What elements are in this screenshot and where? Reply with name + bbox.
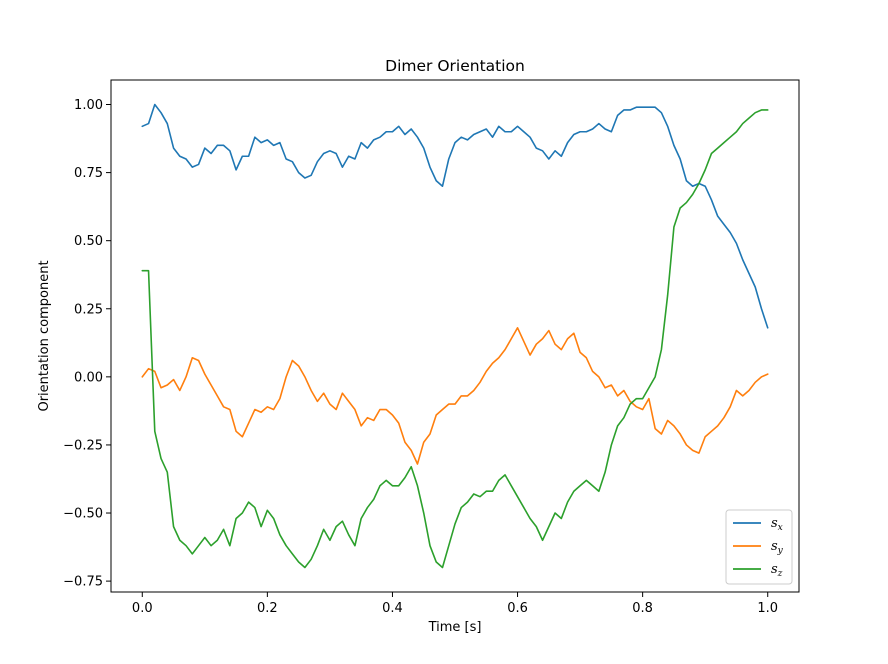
y-tick-label: −0.25	[63, 438, 103, 453]
x-tick-label: 0.4	[382, 601, 403, 616]
y-tick-label: −0.75	[63, 575, 103, 590]
legend-box	[725, 509, 793, 585]
y-tick-label: 0.00	[74, 370, 103, 385]
y-tick-label: 1.00	[74, 98, 103, 113]
x-tick-label: 0.0	[132, 601, 153, 616]
series-layer	[141, 103, 769, 569]
x-tick-label: 0.8	[632, 601, 653, 616]
y-tick-label: 0.50	[74, 234, 103, 249]
x-axis-label: Time [s]	[428, 620, 482, 635]
series-line-x	[141, 103, 769, 329]
legend-label-x: sx	[771, 516, 783, 533]
series-line-y	[141, 327, 769, 465]
legend-label-z: sz	[771, 562, 783, 579]
plot-area	[110, 79, 800, 593]
x-tick-label: 0.2	[257, 601, 278, 616]
plot-background	[111, 80, 799, 592]
chart-title: Dimer Orientation	[385, 57, 525, 75]
series-line-z	[141, 109, 769, 569]
plot-frame	[110, 79, 800, 593]
y-tick-label: 0.75	[74, 166, 103, 181]
x-tick-label: 0.6	[507, 601, 528, 616]
y-tick-label: −0.50	[63, 507, 103, 522]
y-axis: −0.75 −0.50 −0.25 0.00 0.25 0.50 0.75 1.00	[63, 98, 111, 590]
x-tick-label: 1.0	[757, 601, 778, 616]
y-tick-label: 0.25	[74, 302, 103, 317]
x-axis: 0.0 0.2 0.4 0.6 0.8 1.0	[132, 592, 778, 616]
y-axis-label: Orientation component	[37, 260, 52, 411]
